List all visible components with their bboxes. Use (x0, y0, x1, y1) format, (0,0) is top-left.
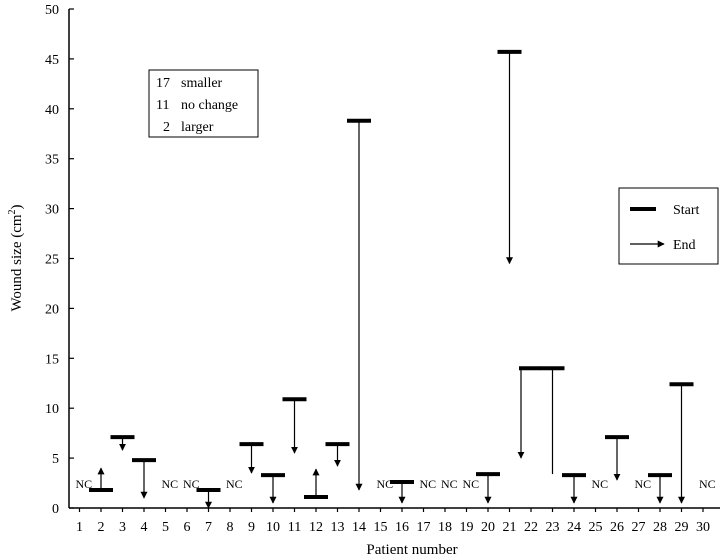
nc-label: NC (463, 477, 480, 491)
y-tick-label: 45 (45, 53, 59, 68)
y-tick-label: 20 (45, 302, 59, 317)
x-tick-label: 28 (653, 520, 667, 535)
nc-label: NC (441, 477, 458, 491)
x-tick-label: 17 (417, 520, 431, 535)
y-tick-label: 10 (45, 402, 59, 417)
x-tick-label: 4 (141, 520, 148, 535)
x-tick-label: 18 (438, 520, 452, 535)
x-tick-label: 27 (632, 520, 646, 535)
x-tick-label: 8 (227, 520, 234, 535)
legend-end-label: End (673, 238, 696, 253)
y-tick-label: 50 (45, 3, 59, 18)
x-tick-label: 12 (309, 520, 323, 535)
x-tick-label: 10 (266, 520, 280, 535)
x-tick-label: 20 (481, 520, 495, 535)
x-tick-label: 29 (675, 520, 689, 535)
x-tick-label: 22 (524, 520, 538, 535)
nc-label: NC (377, 477, 394, 491)
x-tick-label: 30 (696, 520, 710, 535)
x-tick-label: 1 (76, 520, 83, 535)
x-tick-label: 2 (98, 520, 105, 535)
x-tick-label: 5 (162, 520, 169, 535)
legend-start-label: Start (673, 203, 700, 218)
nc-label: NC (635, 477, 652, 491)
y-tick-label: 25 (45, 253, 59, 268)
legend-border (618, 187, 719, 265)
y-axis-label: Wound size (cm2) (7, 204, 25, 311)
y-tick-label: 15 (45, 352, 59, 367)
x-tick-label: 9 (248, 520, 255, 535)
x-tick-label: 19 (460, 520, 474, 535)
summary-label-no-change: no change (181, 98, 238, 113)
x-tick-label: 24 (567, 520, 581, 535)
x-tick-label: 11 (288, 520, 301, 535)
x-tick-label: 23 (546, 520, 560, 535)
legend: Start End (618, 187, 719, 265)
summary-count-larger: 2 (163, 120, 170, 135)
y-tick-label: 5 (52, 452, 59, 467)
x-tick-label: 3 (119, 520, 126, 535)
summary-label-smaller: smaller (181, 76, 223, 91)
nc-label: NC (226, 477, 243, 491)
x-tick-label: 7 (205, 520, 212, 535)
summary-label-larger: larger (181, 120, 214, 135)
y-ticks: 0 5 10 15 20 25 30 35 40 45 50 (45, 3, 74, 517)
x-tick-label: 21 (503, 520, 517, 535)
nc-label: NC (699, 477, 716, 491)
nc-label: NC (76, 477, 93, 491)
y-tick-label: 40 (45, 103, 59, 118)
summary-count-smaller: 17 (156, 76, 170, 91)
nc-label: NC (592, 477, 609, 491)
x-axis-label: Patient number (366, 542, 457, 558)
y-tick-label: 30 (45, 203, 59, 218)
x-tick-label: 13 (331, 520, 345, 535)
y-tick-label: 0 (52, 502, 59, 517)
x-tick-label: 25 (589, 520, 603, 535)
x-tick-label: 16 (395, 520, 409, 535)
nc-label: NC (183, 477, 200, 491)
nc-label: NC (162, 477, 179, 491)
x-tick-label: 15 (374, 520, 388, 535)
x-tick-label: 14 (352, 520, 366, 535)
x-tick-label: 6 (184, 520, 191, 535)
x-ticks: 1 2 3 4 5 6 7 8 9 10 11 12 13 14 15 16 17 18 19 20 21 22 23 24 2… (76, 508, 710, 535)
summary-box: 17 smaller 11 no change 2 larger (148, 69, 259, 138)
summary-count-no-change: 11 (156, 98, 169, 113)
summary-box-border (148, 69, 259, 138)
nc-label: NC (420, 477, 437, 491)
x-tick-label: 26 (610, 520, 624, 535)
y-tick-label: 35 (45, 153, 59, 168)
data-marks: NC NC NC NC NC NC NC NC NC NC NC (76, 49, 716, 509)
